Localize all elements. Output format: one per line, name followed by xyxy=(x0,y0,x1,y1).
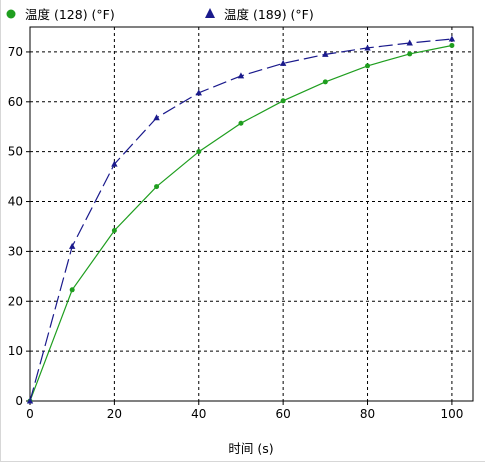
series-1 xyxy=(27,42,455,404)
data-point xyxy=(406,39,413,46)
data-point xyxy=(111,227,117,233)
legend-item-1: 温度 (128) (°F) xyxy=(6,7,115,22)
plot-background xyxy=(30,27,473,401)
x-tick-label: 80 xyxy=(360,407,375,421)
x-tick-label: 100 xyxy=(440,407,463,421)
y-tick-label: 20 xyxy=(8,294,23,308)
axis-ticks: 0 20 40 60 80 100 0 10 20 30 40 50 60 70 xyxy=(8,45,464,421)
data-point xyxy=(196,149,202,155)
x-tick-label: 60 xyxy=(276,407,291,421)
x-tick-label: 0 xyxy=(26,407,34,421)
data-point xyxy=(237,72,245,79)
data-point xyxy=(111,160,118,167)
y-tick-label: 50 xyxy=(8,145,23,159)
x-tick-label: 20 xyxy=(107,407,122,421)
data-point xyxy=(153,114,160,121)
data-point xyxy=(448,35,456,42)
data-point xyxy=(322,50,329,57)
series-layer xyxy=(26,35,456,404)
data-point xyxy=(68,242,76,249)
data-point xyxy=(195,89,202,96)
data-point xyxy=(364,44,371,51)
legend-circle-icon xyxy=(6,9,16,19)
data-point xyxy=(69,287,75,293)
data-point xyxy=(407,51,413,57)
y-tick-label: 10 xyxy=(8,344,23,358)
data-point xyxy=(322,79,328,85)
data-point xyxy=(26,397,34,404)
data-point xyxy=(279,59,287,66)
plot-border xyxy=(29,26,474,402)
data-point xyxy=(154,184,160,190)
y-tick-label: 40 xyxy=(8,195,23,209)
x-tick-label: 40 xyxy=(191,407,206,421)
legend-item-2: 温度 (189) (°F) xyxy=(205,7,314,22)
y-tick-label: 70 xyxy=(8,45,23,59)
y-tick-label: 60 xyxy=(8,95,23,109)
series-2 xyxy=(26,35,456,404)
data-point xyxy=(280,98,286,104)
grid-lines xyxy=(30,27,473,401)
data-point xyxy=(365,63,371,69)
legend-label: 温度 (128) (°F) xyxy=(25,7,115,22)
data-point xyxy=(449,42,455,48)
data-point xyxy=(238,120,244,126)
y-tick-label: 30 xyxy=(8,244,23,258)
legend: 温度 (128) (°F) 温度 (189) (°F) xyxy=(6,7,314,22)
x-axis-label: 时间 (s) xyxy=(228,441,273,456)
y-tick-label: 0 xyxy=(15,394,23,408)
legend-label: 温度 (189) (°F) xyxy=(224,7,314,22)
legend-triangle-icon xyxy=(205,8,215,18)
